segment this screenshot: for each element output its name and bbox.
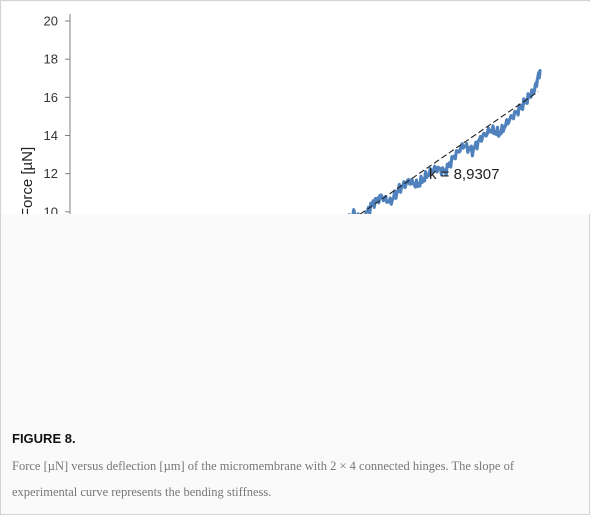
y-tick-label: 18 <box>44 52 58 67</box>
figure-caption: Force [µN] versus deflection [µm] of the… <box>12 459 514 499</box>
y-axis-label: Force [µN] <box>19 147 36 214</box>
chart-area: 1012141618208Force [µN]k = 8,9307 <box>2 2 590 214</box>
figure-title: FIGURE 8. <box>12 431 76 446</box>
linear-fit-line <box>359 91 539 214</box>
experimental-series-line <box>347 68 542 214</box>
y-tick-label: 10 <box>44 204 58 214</box>
chart-svg: 1012141618208Force [µN]k = 8,9307 <box>19 14 542 214</box>
slope-annotation: k = 8,9307 <box>429 166 499 183</box>
y-tick-label: 20 <box>44 14 58 29</box>
y-tick-label: 16 <box>44 90 58 105</box>
y-tick-label: 14 <box>44 128 58 143</box>
y-tick-label: 12 <box>44 166 58 181</box>
